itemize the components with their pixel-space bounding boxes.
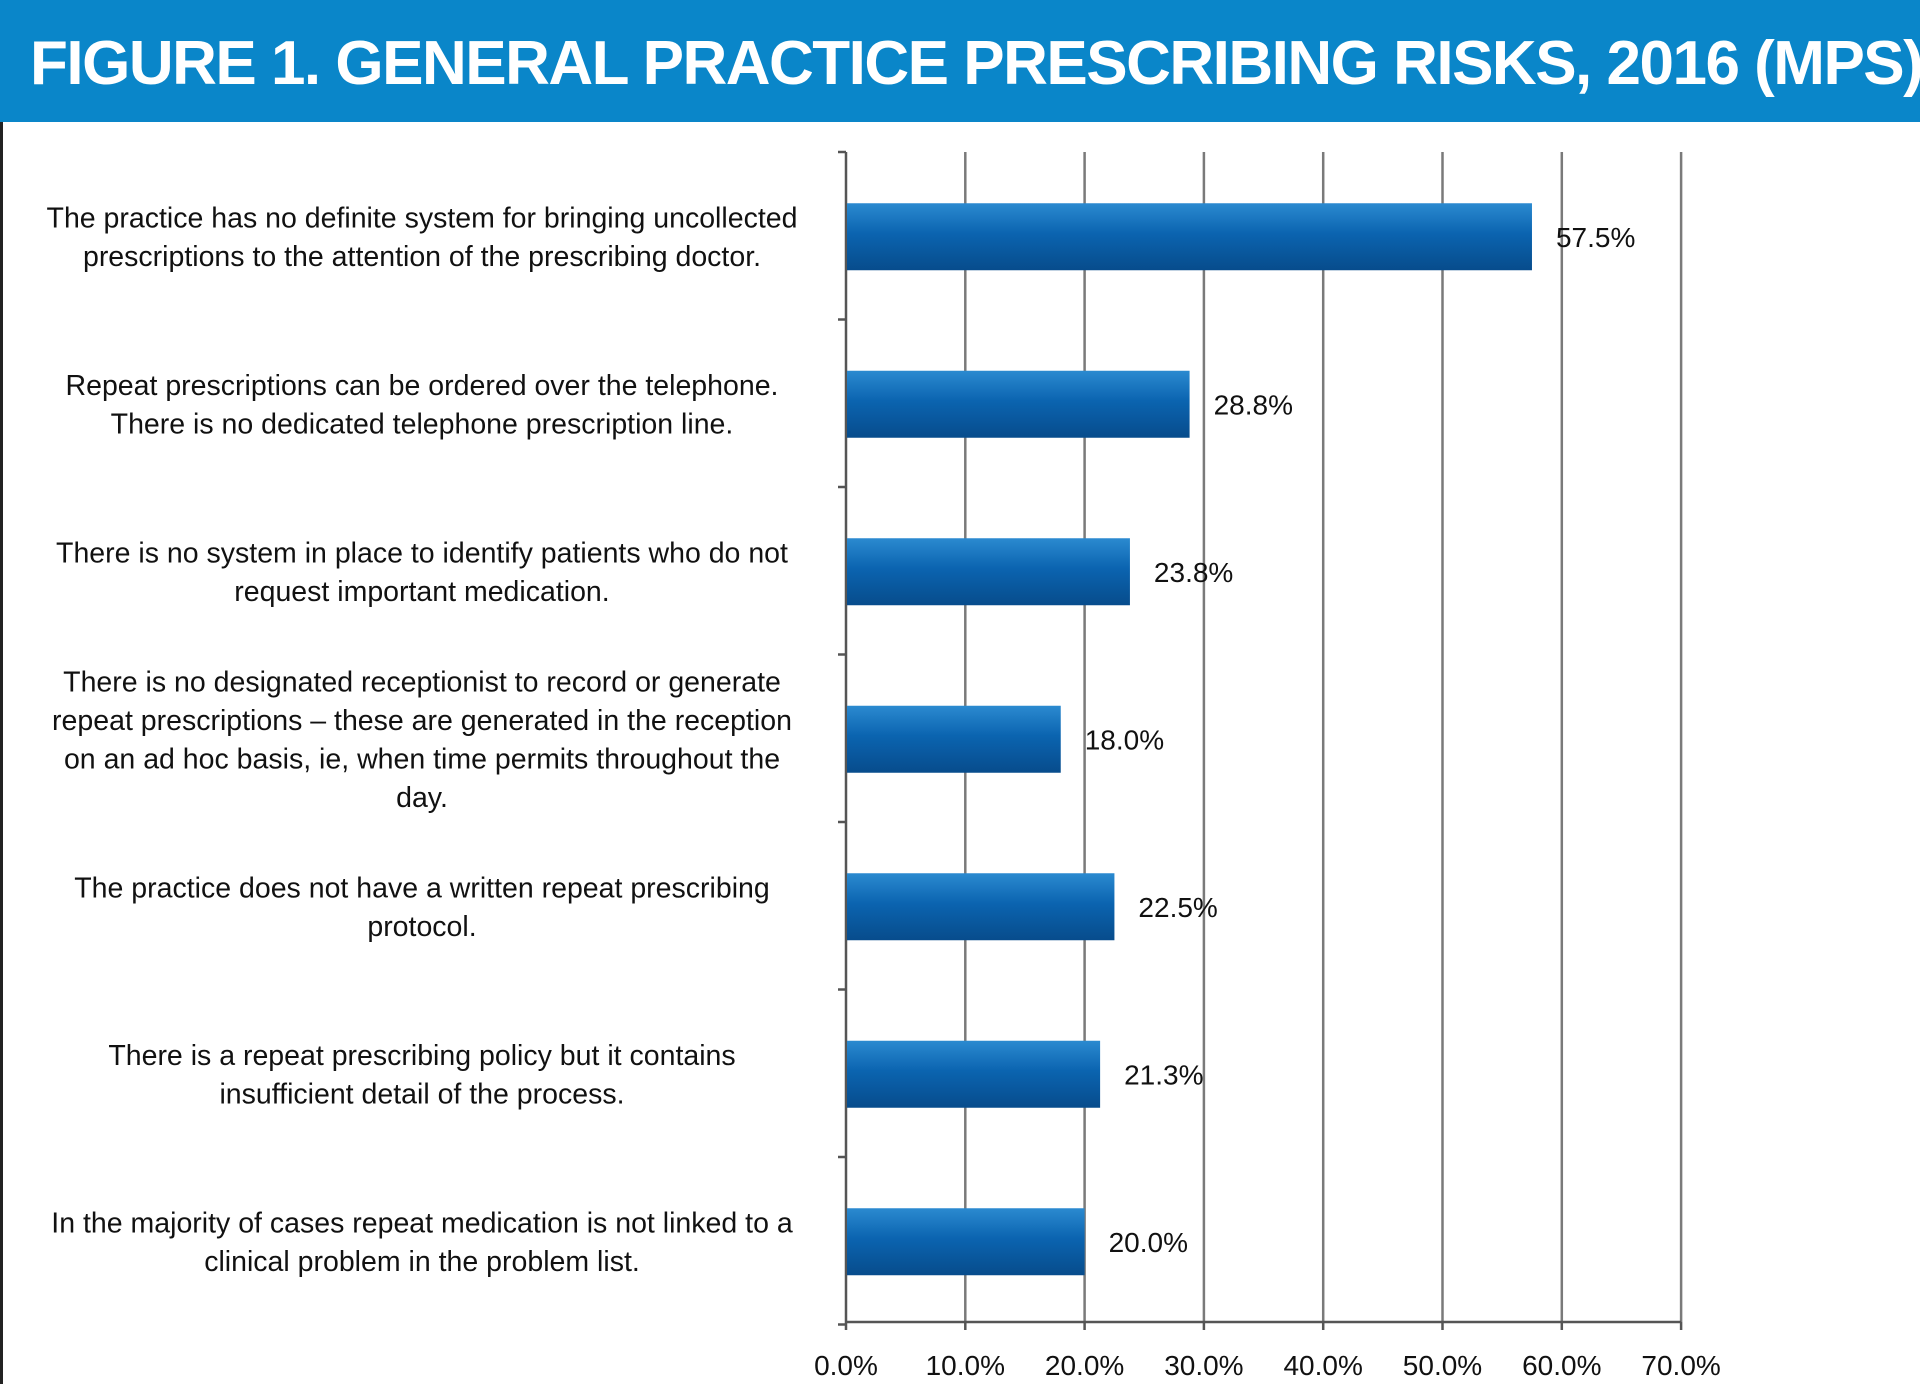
category-label-line: request important medication. [234, 576, 609, 608]
category-label-line: There is no system in place to identify … [56, 538, 788, 570]
category-labels: The practice has no definite system for … [47, 203, 798, 1279]
category-label: There is no designated receptionist to r… [52, 667, 792, 815]
bar [847, 370, 1190, 438]
category-label-line: day. [396, 782, 448, 814]
category-label: There is a repeat prescribing policy but… [108, 1040, 735, 1111]
x-tick-label: 50.0% [1403, 1350, 1482, 1381]
x-tick-label: 0.0% [814, 1350, 878, 1381]
bar [847, 203, 1532, 271]
category-label-line: on an ad hoc basis, ie, when time permit… [64, 744, 780, 776]
x-tick-label: 20.0% [1045, 1350, 1124, 1381]
category-label: Repeat prescriptions can be ordered over… [66, 370, 779, 441]
category-label-line: Repeat prescriptions can be ordered over… [66, 370, 779, 402]
value-label: 21.3% [1124, 1059, 1203, 1090]
value-label: 20.0% [1109, 1227, 1188, 1258]
value-label: 57.5% [1556, 222, 1635, 253]
value-label: 28.8% [1214, 389, 1293, 420]
value-label: 18.0% [1085, 724, 1164, 755]
bars [847, 203, 1532, 1276]
category-label-line: repeat prescriptions – these are generat… [52, 705, 792, 737]
x-tick-label: 60.0% [1522, 1350, 1601, 1381]
category-label-line: clinical problem in the problem list. [204, 1246, 640, 1278]
category-label-line: There is a repeat prescribing policy but… [108, 1040, 735, 1072]
bar [847, 1040, 1101, 1108]
value-label: 23.8% [1154, 557, 1233, 588]
x-tick-label: 40.0% [1283, 1350, 1362, 1381]
category-label: There is no system in place to identify … [56, 538, 788, 609]
figure-title: FIGURE 1. GENERAL PRACTICE PRESCRIBING R… [30, 29, 1920, 98]
title-banner: FIGURE 1. GENERAL PRACTICE PRESCRIBING R… [0, 0, 1920, 122]
category-label-line: There is no designated receptionist to r… [63, 667, 781, 699]
left-border-rule [0, 122, 3, 1384]
category-label-line: In the majority of cases repeat medicati… [51, 1208, 793, 1240]
bar [847, 538, 1130, 606]
category-label-line: prescriptions to the attention of the pr… [83, 241, 761, 273]
bar [847, 873, 1115, 941]
x-tick-label: 30.0% [1164, 1350, 1243, 1381]
category-label: The practice does not have a written rep… [74, 873, 769, 944]
x-axis-ticks: 0.0% 10.0% 20.0% 30.0% 40.0% 50.0% 60.0% 70.0% [814, 1350, 1721, 1381]
bar [847, 1208, 1085, 1276]
category-label: The practice has no definite system for … [47, 203, 798, 274]
category-label-line: insufficient detail of the process. [219, 1079, 624, 1111]
category-label: In the majority of cases repeat medicati… [51, 1208, 793, 1279]
x-tick-label: 70.0% [1641, 1350, 1720, 1381]
value-label: 22.5% [1138, 892, 1217, 923]
bar [847, 705, 1061, 773]
category-label-line: protocol. [367, 911, 476, 943]
x-tick-label: 10.0% [926, 1350, 1005, 1381]
value-labels: 57.5% 28.8% 23.8% 18.0% 22.5% 21.3% 20.0% [1085, 222, 1636, 1258]
category-label-line: The practice does not have a written rep… [74, 873, 769, 905]
category-label-line: There is no dedicated telephone prescrip… [111, 409, 734, 441]
category-label-line: The practice has no definite system for … [47, 203, 798, 235]
gridlines [838, 150, 1683, 1330]
